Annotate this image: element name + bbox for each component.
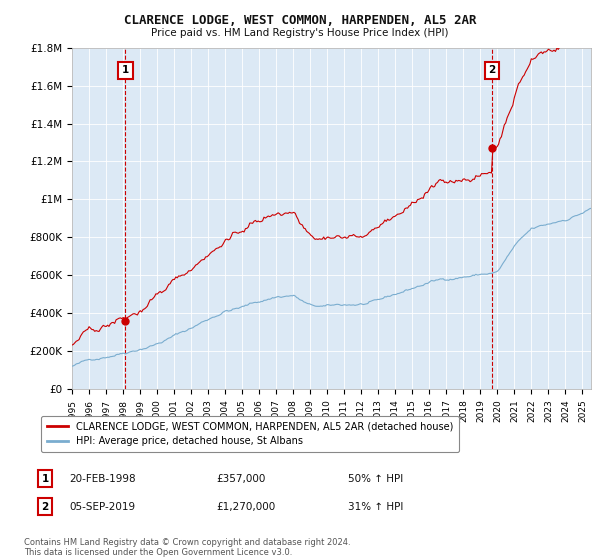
Point — [121, 317, 130, 326]
Text: 2: 2 — [488, 66, 496, 76]
Text: 05-SEP-2019: 05-SEP-2019 — [69, 502, 135, 512]
Text: £1,270,000: £1,270,000 — [216, 502, 275, 512]
Text: 2: 2 — [41, 502, 49, 512]
Text: 1: 1 — [122, 66, 129, 76]
Legend: CLARENCE LODGE, WEST COMMON, HARPENDEN, AL5 2AR (detached house), HPI: Average p: CLARENCE LODGE, WEST COMMON, HARPENDEN, … — [41, 416, 459, 452]
Text: 1: 1 — [41, 474, 49, 484]
Text: Price paid vs. HM Land Registry's House Price Index (HPI): Price paid vs. HM Land Registry's House … — [151, 28, 449, 38]
Text: 31% ↑ HPI: 31% ↑ HPI — [348, 502, 403, 512]
Text: Contains HM Land Registry data © Crown copyright and database right 2024.
This d: Contains HM Land Registry data © Crown c… — [24, 538, 350, 557]
Text: 20-FEB-1998: 20-FEB-1998 — [69, 474, 136, 484]
Text: CLARENCE LODGE, WEST COMMON, HARPENDEN, AL5 2AR: CLARENCE LODGE, WEST COMMON, HARPENDEN, … — [124, 14, 476, 27]
Text: £357,000: £357,000 — [216, 474, 265, 484]
Point — [487, 144, 497, 153]
Text: 50% ↑ HPI: 50% ↑ HPI — [348, 474, 403, 484]
